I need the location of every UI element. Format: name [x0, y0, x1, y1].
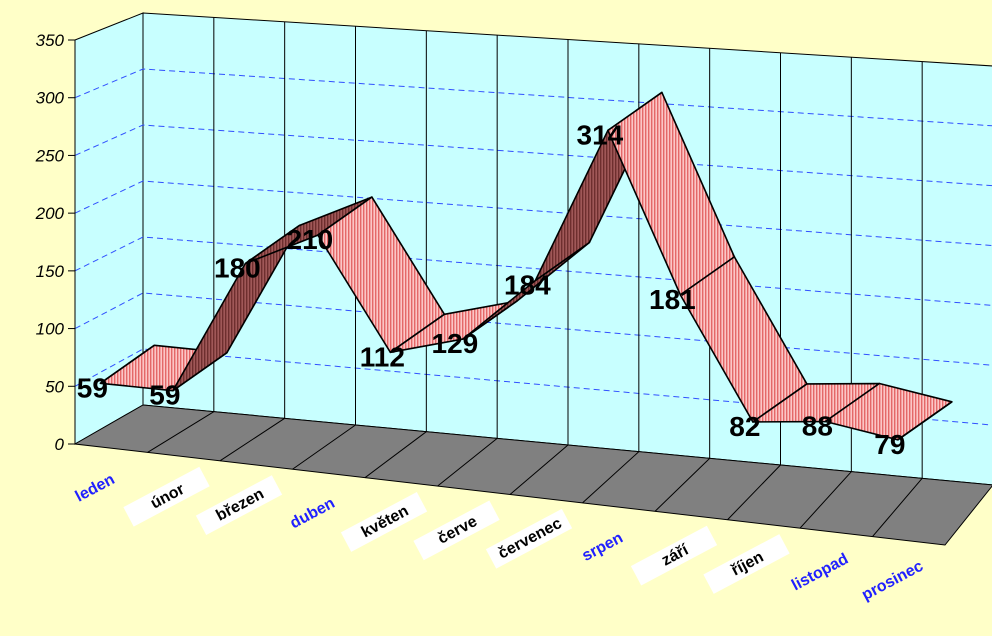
x-tick-label-box: [703, 534, 790, 594]
data-label: 181: [649, 284, 696, 315]
x-tick-label-group: září: [630, 525, 718, 586]
x-tick-label-box: [340, 492, 428, 552]
data-label: 180: [214, 253, 261, 284]
x-tick-label-group: červe: [413, 500, 500, 561]
x-tick-label-group: červenec: [485, 508, 573, 569]
floor-divider: [437, 437, 498, 487]
x-tick-label-group: říjen: [703, 534, 790, 594]
floor-divider: [582, 451, 640, 504]
y-tick-label: 350: [36, 31, 65, 50]
x-tick-label-box: [413, 500, 500, 561]
series-ribbon: [99, 91, 953, 441]
y-tick-label: 300: [36, 89, 65, 108]
x-tick-label-group: srpen: [579, 529, 625, 564]
gridline: [74, 348, 992, 426]
floor-divider: [364, 431, 427, 479]
data-label: 112: [360, 341, 405, 372]
x-tick-label-group: listopad: [789, 550, 851, 594]
floor-divider: [509, 444, 569, 495]
floor-divider: [147, 411, 215, 453]
x-tick-label-box: [630, 525, 718, 586]
x-tick-label: prosinec: [859, 558, 926, 604]
data-label: 88: [802, 411, 833, 442]
x-tick-label-group: únor: [123, 466, 210, 527]
x-tick-label: leden: [73, 471, 118, 506]
y-tick-label: 100: [36, 320, 65, 339]
floor-divider: [219, 417, 285, 462]
floor-lines: [147, 411, 923, 537]
data-label: 129: [432, 328, 479, 359]
floor-divider: [872, 478, 923, 537]
x-tick-label: duben: [287, 495, 337, 533]
x-tick-label-group: leden: [73, 471, 118, 506]
y-tick-label: 50: [45, 377, 64, 396]
data-label: 314: [577, 119, 624, 150]
floor-divider: [654, 457, 711, 512]
y-tick-label: 250: [35, 146, 65, 165]
data-label: 79: [874, 429, 905, 460]
x-tick-label-box: [485, 508, 573, 569]
ribbon-cap: [99, 344, 155, 384]
data-labels: 59 59 180 210 112 129 184 314 181 82 88 79: [77, 119, 906, 459]
data-label: 59: [149, 380, 180, 411]
x-tick-label-group: březen: [195, 475, 283, 535]
data-label: 184: [504, 270, 551, 301]
x-tick-label-group: květen: [340, 492, 428, 552]
x-tick-label-box: [123, 466, 210, 527]
x-tick-label-group: duben: [287, 495, 337, 533]
data-label: 210: [287, 224, 334, 255]
x-tick-label: listopad: [789, 550, 851, 594]
ribbon-cap: [897, 401, 953, 441]
data-label: 82: [729, 411, 760, 442]
y-tick-label: 200: [35, 204, 65, 223]
y-tick-label: 0: [55, 435, 65, 454]
data-label: 59: [77, 372, 108, 403]
floor-divider: [799, 471, 852, 529]
floor-divider: [292, 424, 356, 470]
x-tick-label: srpen: [579, 529, 625, 564]
x-tick-label-group: prosinec: [859, 558, 926, 604]
floor-divider: [727, 464, 781, 521]
y-axis: 0 50 100 150 200 250 300 350: [35, 31, 75, 454]
x-tick-label-box: [195, 475, 283, 535]
y-tick-label: 150: [36, 262, 65, 281]
